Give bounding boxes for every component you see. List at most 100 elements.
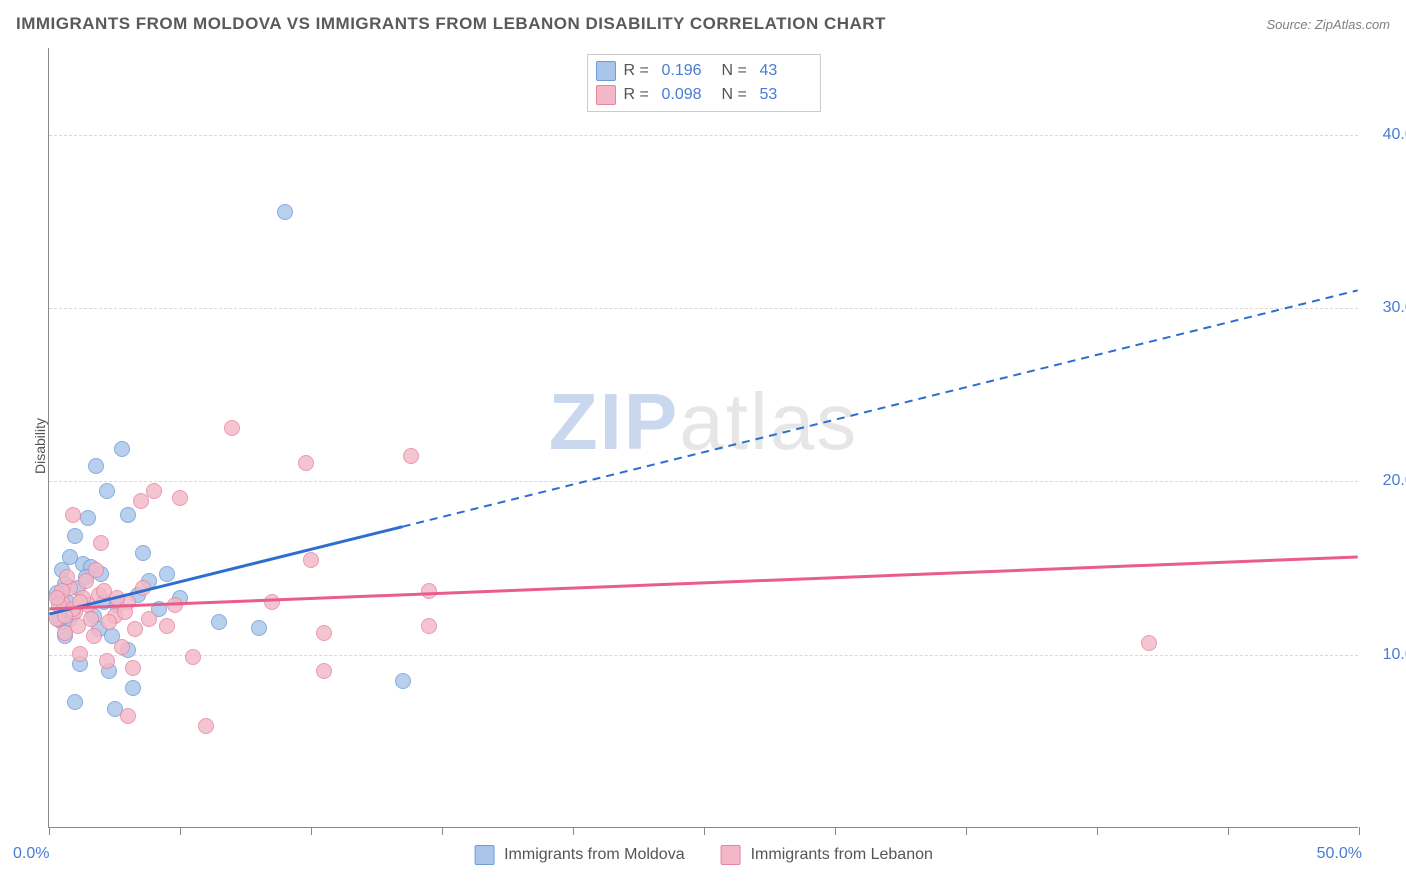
r-label: R = [624,86,654,104]
scatter-point [83,611,99,627]
x-tick [704,827,705,835]
scatter-point [101,614,117,630]
scatter-point [120,507,136,523]
chart-title: IMMIGRANTS FROM MOLDOVA VS IMMIGRANTS FR… [16,14,886,34]
scatter-point [114,441,130,457]
scatter-point [224,420,240,436]
scatter-point [421,618,437,634]
n-value: 43 [760,62,812,80]
scatter-point [316,625,332,641]
scatter-point [99,653,115,669]
x-tick [49,827,50,835]
chart-source: Source: ZipAtlas.com [1266,17,1390,32]
plot-area: ZIPatlas R = 0.196 N = 43 R = 0.098 N = … [48,48,1358,828]
scatter-point [298,455,314,471]
scatter-point [316,663,332,679]
scatter-point [133,493,149,509]
y-tick-label: 20.0% [1368,472,1406,490]
chart-header: IMMIGRANTS FROM MOLDOVA VS IMMIGRANTS FR… [16,14,1390,34]
scatter-point [395,673,411,689]
legend-swatch [596,85,616,105]
trend-lines [49,48,1358,827]
scatter-point [88,458,104,474]
scatter-point [99,483,115,499]
scatter-point [303,552,319,568]
x-tick [966,827,967,835]
scatter-point [159,618,175,634]
grid-line [49,655,1358,656]
r-label: R = [624,62,654,80]
x-axis-max-label: 50.0% [1317,845,1362,863]
scatter-point [117,604,133,620]
scatter-point [125,680,141,696]
scatter-point [277,204,293,220]
scatter-point [141,611,157,627]
scatter-point [172,490,188,506]
legend-swatch [721,845,741,865]
x-tick [1097,827,1098,835]
correlation-legend: R = 0.196 N = 43 R = 0.098 N = 53 [587,54,821,112]
scatter-point [57,608,73,624]
legend-item: Immigrants from Lebanon [721,845,933,865]
scatter-point [403,448,419,464]
grid-line [49,308,1358,309]
scatter-point [72,594,88,610]
scatter-point [67,528,83,544]
scatter-point [120,708,136,724]
r-value: 0.098 [662,86,714,104]
grid-line [49,135,1358,136]
n-label: N = [722,86,752,104]
scatter-point [135,580,151,596]
scatter-point [127,621,143,637]
scatter-point [421,583,437,599]
y-tick-label: 30.0% [1368,299,1406,317]
x-tick [180,827,181,835]
x-tick [835,827,836,835]
n-label: N = [722,62,752,80]
scatter-point [67,694,83,710]
legend-label: Immigrants from Moldova [504,846,685,864]
x-tick [1359,827,1360,835]
x-axis-min-label: 0.0% [13,845,49,863]
y-tick-label: 40.0% [1368,126,1406,144]
scatter-point [72,646,88,662]
scatter-point [88,562,104,578]
legend-item: Immigrants from Moldova [474,845,685,865]
scatter-point [86,628,102,644]
scatter-point [251,620,267,636]
scatter-point [125,660,141,676]
legend-swatch [596,61,616,81]
scatter-point [135,545,151,561]
n-value: 53 [760,86,812,104]
x-tick [573,827,574,835]
scatter-point [198,718,214,734]
scatter-point [1141,635,1157,651]
scatter-point [62,549,78,565]
correlation-legend-row: R = 0.098 N = 53 [596,83,812,107]
scatter-point [167,597,183,613]
correlation-legend-row: R = 0.196 N = 43 [596,59,812,83]
grid-line [49,481,1358,482]
scatter-point [185,649,201,665]
scatter-point [264,594,280,610]
scatter-point [159,566,175,582]
scatter-point [80,510,96,526]
legend-label: Immigrants from Lebanon [751,846,933,864]
scatter-point [65,507,81,523]
x-tick [311,827,312,835]
legend-swatch [474,845,494,865]
watermark: ZIPatlas [549,376,858,468]
scatter-point [114,639,130,655]
scatter-point [146,483,162,499]
watermark-atlas: atlas [679,377,858,466]
y-tick-label: 10.0% [1368,646,1406,664]
scatter-point [93,535,109,551]
x-tick [1228,827,1229,835]
series-legend: Immigrants from Moldova Immigrants from … [474,845,933,865]
scatter-point [211,614,227,630]
x-tick [442,827,443,835]
watermark-zip: ZIP [549,377,679,466]
scatter-point [49,590,65,606]
y-axis-label: Disability [32,418,48,474]
r-value: 0.196 [662,62,714,80]
